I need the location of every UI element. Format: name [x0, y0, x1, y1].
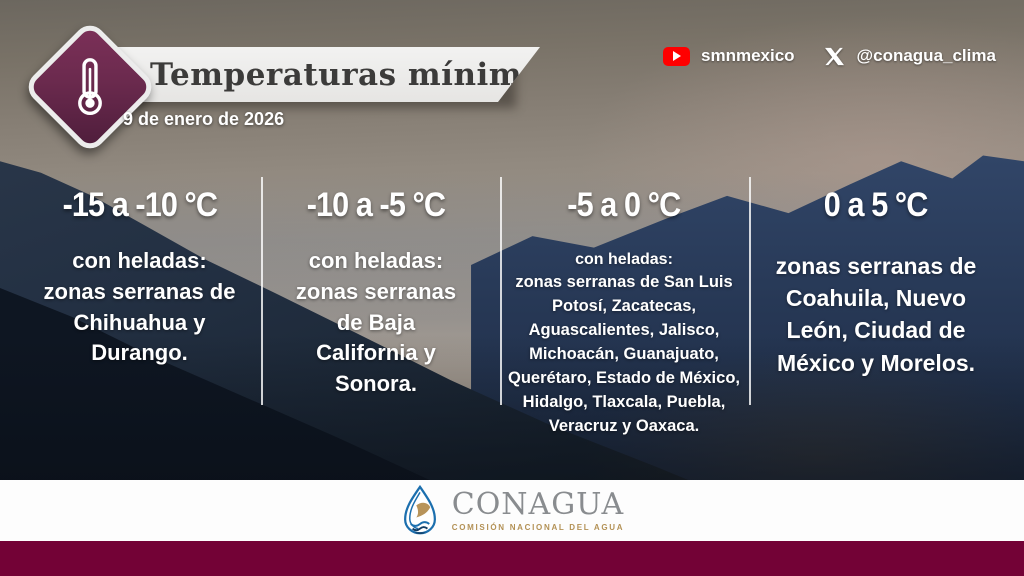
- temperature-range: -5 a 0 °C: [567, 186, 681, 224]
- temperature-range: -10 a -5 °C: [306, 186, 446, 224]
- brand-name: CONAGUA: [451, 486, 625, 522]
- x-handle: @conagua_clima: [856, 46, 996, 65]
- temperature-columns: -15 a -10 °C con heladas: zonas serranas…: [0, 186, 1024, 439]
- youtube-handle: smnmexico: [701, 46, 795, 65]
- temperature-range: 0 a 5 °C: [824, 186, 929, 224]
- frost-note: con heladas:: [575, 251, 673, 268]
- title-banner: Temperaturas mínimas: [104, 47, 540, 102]
- frost-note: con heladas:: [308, 248, 444, 273]
- column-body: con heladas: zonas serranas de San Luis …: [507, 249, 741, 439]
- date-label: 9 de enero de 2026: [123, 109, 285, 129]
- column-divider: [261, 177, 263, 405]
- temperature-column-3: -5 a 0 °C con heladas: zonas serranas de…: [500, 186, 748, 439]
- footer-logo-strip: CONAGUA COMISIÓN NACIONAL DEL AGUA: [0, 480, 1024, 541]
- column-body: zonas serranas de Coahuila, Nuevo León, …: [758, 250, 994, 379]
- play-triangle: [673, 51, 681, 61]
- column-divider: [500, 177, 502, 405]
- temperature-column-4: 0 a 5 °C zonas serranas de Coahuila, Nue…: [748, 186, 1024, 439]
- conagua-drop-icon: [400, 484, 440, 537]
- zones-text: zonas serranas de Chihuahua y Durango.: [43, 278, 236, 366]
- zones-text: zonas serranas de Coahuila, Nuevo León, …: [775, 253, 977, 376]
- zones-text: zonas serranas de Baja California y Sono…: [295, 278, 457, 397]
- page-title: Temperaturas mínimas: [150, 56, 561, 93]
- temperature-column-1: -15 a -10 °C con heladas: zonas serranas…: [0, 186, 252, 439]
- brand-block: CONAGUA COMISIÓN NACIONAL DEL AGUA: [451, 486, 625, 532]
- column-divider: [749, 177, 751, 405]
- thermometer-icon: [47, 44, 133, 130]
- x-icon: [824, 47, 844, 66]
- brand-subtitle: COMISIÓN NACIONAL DEL AGUA: [451, 522, 625, 532]
- temperature-badge: [22, 19, 158, 155]
- column-body: con heladas: zonas serranas de Baja Cali…: [286, 246, 466, 400]
- temperature-column-2: -10 a -5 °C con heladas: zonas serranas …: [252, 186, 500, 439]
- social-bar: smnmexico @conagua_clima: [663, 46, 996, 66]
- frost-note: con heladas:: [72, 248, 207, 273]
- zones-text: zonas serranas de San Luis Potosí, Zacat…: [508, 273, 740, 435]
- temperature-range: -15 a -10 °C: [62, 186, 217, 224]
- maroon-band: [0, 541, 1024, 576]
- column-body: con heladas: zonas serranas de Chihuahua…: [42, 246, 237, 369]
- youtube-icon: [663, 46, 690, 66]
